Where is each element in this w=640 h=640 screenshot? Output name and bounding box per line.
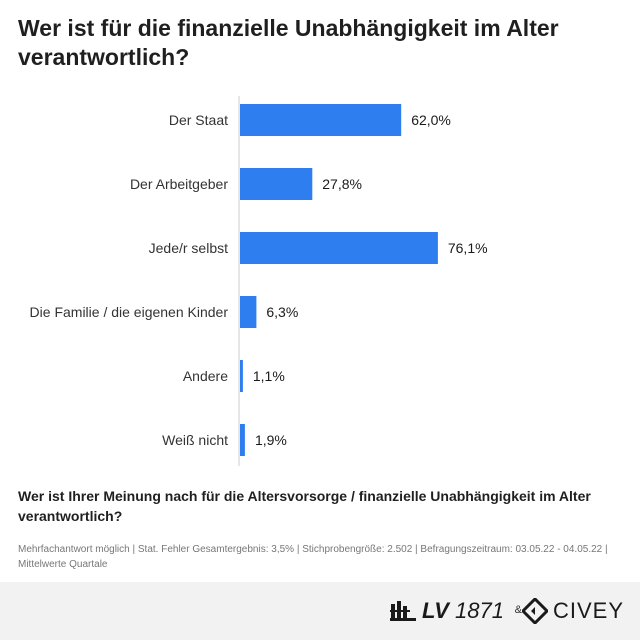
survey-question: Wer ist Ihrer Meinung nach für die Alter… — [18, 488, 591, 524]
value-label: 1,9% — [255, 432, 287, 448]
methodology-note: Mehrfachantwort möglich | Stat. Fehler G… — [18, 544, 608, 570]
category-label: Weiß nicht — [162, 432, 228, 448]
lv-logo-prefix: LV — [422, 598, 449, 623]
bar — [240, 232, 438, 264]
bars-group: Der Staat 62,0% Der Arbeitgeber 27,8% Jede/r… — [30, 104, 488, 456]
lv-building-icon — [390, 601, 417, 621]
value-label: 1,1% — [253, 368, 285, 384]
bar-chart: Der Staat 62,0% Der Arbeitgeber 27,8% Jede/r… — [30, 96, 488, 466]
category-label: Jede/r selbst — [149, 240, 228, 256]
lv-logo-text: LV 1871 — [422, 598, 504, 624]
category-label: Die Familie / die eigenen Kinder — [30, 304, 229, 320]
lv1871-logo: LV 1871 — [390, 598, 504, 624]
footer: LV 1871 & CIVEY — [0, 582, 640, 640]
bar — [240, 360, 243, 392]
category-label: Der Arbeitgeber — [130, 176, 228, 192]
civey-mark-icon — [521, 598, 548, 624]
bar — [240, 296, 257, 328]
bar — [240, 168, 313, 200]
ampersand: & — [514, 604, 522, 616]
category-label: Andere — [183, 368, 228, 384]
bar — [240, 424, 245, 456]
civey-logo: CIVEY — [521, 598, 624, 624]
chart-title: Wer ist für die finanzielle Unabhängigke… — [18, 15, 559, 70]
value-label: 27,8% — [322, 176, 362, 192]
bar — [240, 104, 402, 136]
civey-logo-text: CIVEY — [552, 598, 624, 623]
value-label: 76,1% — [448, 240, 488, 256]
category-label: Der Staat — [169, 112, 228, 128]
lv-logo-year: 1871 — [455, 598, 504, 623]
value-label: 62,0% — [411, 112, 451, 128]
value-label: 6,3% — [266, 304, 298, 320]
